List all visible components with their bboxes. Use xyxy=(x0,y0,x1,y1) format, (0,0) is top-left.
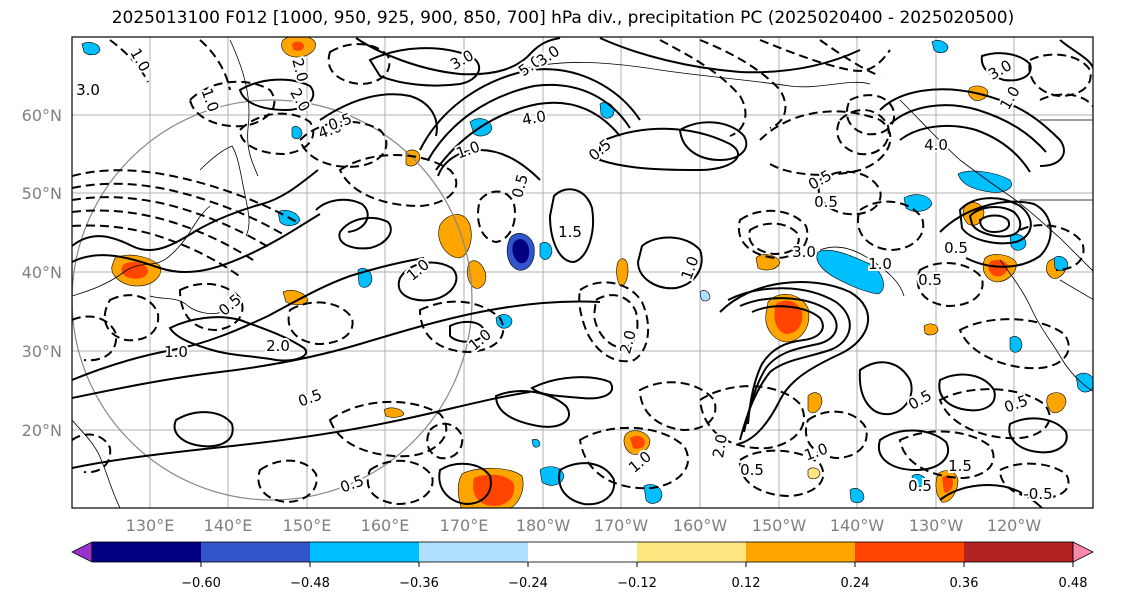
svg-text:1.5: 1.5 xyxy=(948,457,972,475)
longitude-label: 130°W xyxy=(909,516,964,535)
colorbar-outline xyxy=(91,541,1074,563)
colorbar-extend-low xyxy=(71,541,93,563)
longitude-label: 160°W xyxy=(673,516,728,535)
colorbar-bin xyxy=(528,542,638,562)
colorbar-tick-label: −0.60 xyxy=(181,576,221,591)
contour-label: 0.5 xyxy=(738,459,766,481)
colorbar-tick-label: −0.48 xyxy=(290,576,330,591)
longitude-labels: 130°E 140°E 150°E 160°E 170°E 180°W 170°W 160°W… xyxy=(126,516,1042,535)
solid-contours xyxy=(72,37,1093,508)
precip-shading xyxy=(81,37,1093,508)
contour-label: 0.5 xyxy=(942,237,970,259)
svg-text:1.0: 1.0 xyxy=(164,343,188,361)
longitude-label: 140°E xyxy=(204,516,253,535)
latitude-label: 20°N xyxy=(22,421,62,440)
longitude-label: 150°E xyxy=(283,516,332,535)
colorbar-tick-label: 0.12 xyxy=(732,576,761,591)
colorbar-bin xyxy=(637,542,747,562)
contour-label: 0.5 xyxy=(916,269,944,291)
longitude-label: 170°E xyxy=(440,516,489,535)
colorbar-tick-label: 0.48 xyxy=(1059,576,1088,591)
svg-text:1.0: 1.0 xyxy=(868,255,892,273)
svg-text:0.5: 0.5 xyxy=(944,239,968,257)
map-title: 2025013100 F012 [1000, 950, 925, 900, 85… xyxy=(111,8,1015,28)
svg-text:0.5: 0.5 xyxy=(918,271,942,289)
contour-label: 1.0 xyxy=(866,253,894,275)
colorbar-bin xyxy=(855,542,965,562)
colorbar-tick-label: −0.36 xyxy=(399,576,439,591)
contour-label: 1.5 xyxy=(946,455,974,477)
svg-text:0.5: 0.5 xyxy=(740,461,764,479)
latitude-label: 60°N xyxy=(22,106,62,125)
dashed-contours xyxy=(72,39,1093,506)
colorbar-bin xyxy=(746,542,856,562)
contour-label: 4.0 xyxy=(519,105,550,131)
contour-label: 1.0 xyxy=(162,341,190,363)
contour-label: 2.0 xyxy=(264,335,292,357)
colorbar-bin xyxy=(419,542,529,562)
colorbar-bin xyxy=(964,542,1074,562)
contour-label: 0.5 xyxy=(812,191,840,213)
svg-text:2.0: 2.0 xyxy=(266,337,290,355)
svg-text:4.0: 4.0 xyxy=(521,107,548,129)
longitude-label: 180°W xyxy=(516,516,571,535)
colorbar-ticks: −0.60 −0.48 −0.36 −0.24 −0.12 0.12 0.24 0.36 0.4… xyxy=(181,562,1088,591)
longitude-label: 150°W xyxy=(752,516,807,535)
longitude-label: 160°E xyxy=(361,516,410,535)
colorbar-tick-label: 0.36 xyxy=(950,576,979,591)
longitude-label: 140°W xyxy=(830,516,885,535)
colorbar xyxy=(71,541,1094,563)
latitude-label: 30°N xyxy=(22,342,62,361)
svg-text:3.0: 3.0 xyxy=(792,243,816,261)
latitude-label: 50°N xyxy=(22,184,62,203)
coastlines xyxy=(72,39,1093,508)
colorbar-bin xyxy=(310,542,420,562)
svg-text:4.0: 4.0 xyxy=(924,136,948,154)
colorbar-extend-high xyxy=(1072,541,1094,563)
contour-label: 4.0 xyxy=(922,134,950,156)
latitude-label: 40°N xyxy=(22,263,62,282)
contour-label: 0.5 xyxy=(906,475,934,497)
colorbar-tick-label: −0.24 xyxy=(508,576,548,591)
longitude-label: 170°W xyxy=(594,516,649,535)
contour-label: 3.0 xyxy=(790,241,818,263)
map-frame xyxy=(71,36,1094,509)
contour-label: 1.5 xyxy=(556,221,584,243)
latitude-labels: 60°N 50°N 40°N 30°N 20°N xyxy=(22,106,62,440)
reference-circle xyxy=(72,99,473,501)
contour-label: -0.5 xyxy=(1021,483,1054,505)
svg-text:-0.5: -0.5 xyxy=(1023,485,1052,503)
svg-text:3.0: 3.0 xyxy=(76,81,100,99)
colorbar-tick-label: 0.24 xyxy=(841,576,870,591)
svg-text:0.5: 0.5 xyxy=(908,477,932,495)
svg-text:0.5: 0.5 xyxy=(814,193,838,211)
longitude-label: 120°W xyxy=(987,516,1042,535)
colorbar-tick-label: −0.12 xyxy=(617,576,657,591)
colorbar-bin xyxy=(92,542,202,562)
contour-label: 3.0 xyxy=(74,79,102,101)
colorbar-bin xyxy=(201,542,311,562)
svg-text:1.5: 1.5 xyxy=(558,223,582,241)
longitude-label: 130°E xyxy=(126,516,175,535)
